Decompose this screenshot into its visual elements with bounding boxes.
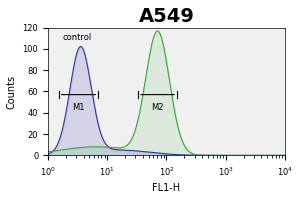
Y-axis label: Counts: Counts — [7, 74, 17, 109]
Text: M1: M1 — [72, 103, 85, 112]
X-axis label: FL1-H: FL1-H — [152, 183, 181, 193]
Text: M2: M2 — [151, 103, 164, 112]
Text: control: control — [63, 33, 92, 42]
Title: A549: A549 — [139, 7, 194, 26]
